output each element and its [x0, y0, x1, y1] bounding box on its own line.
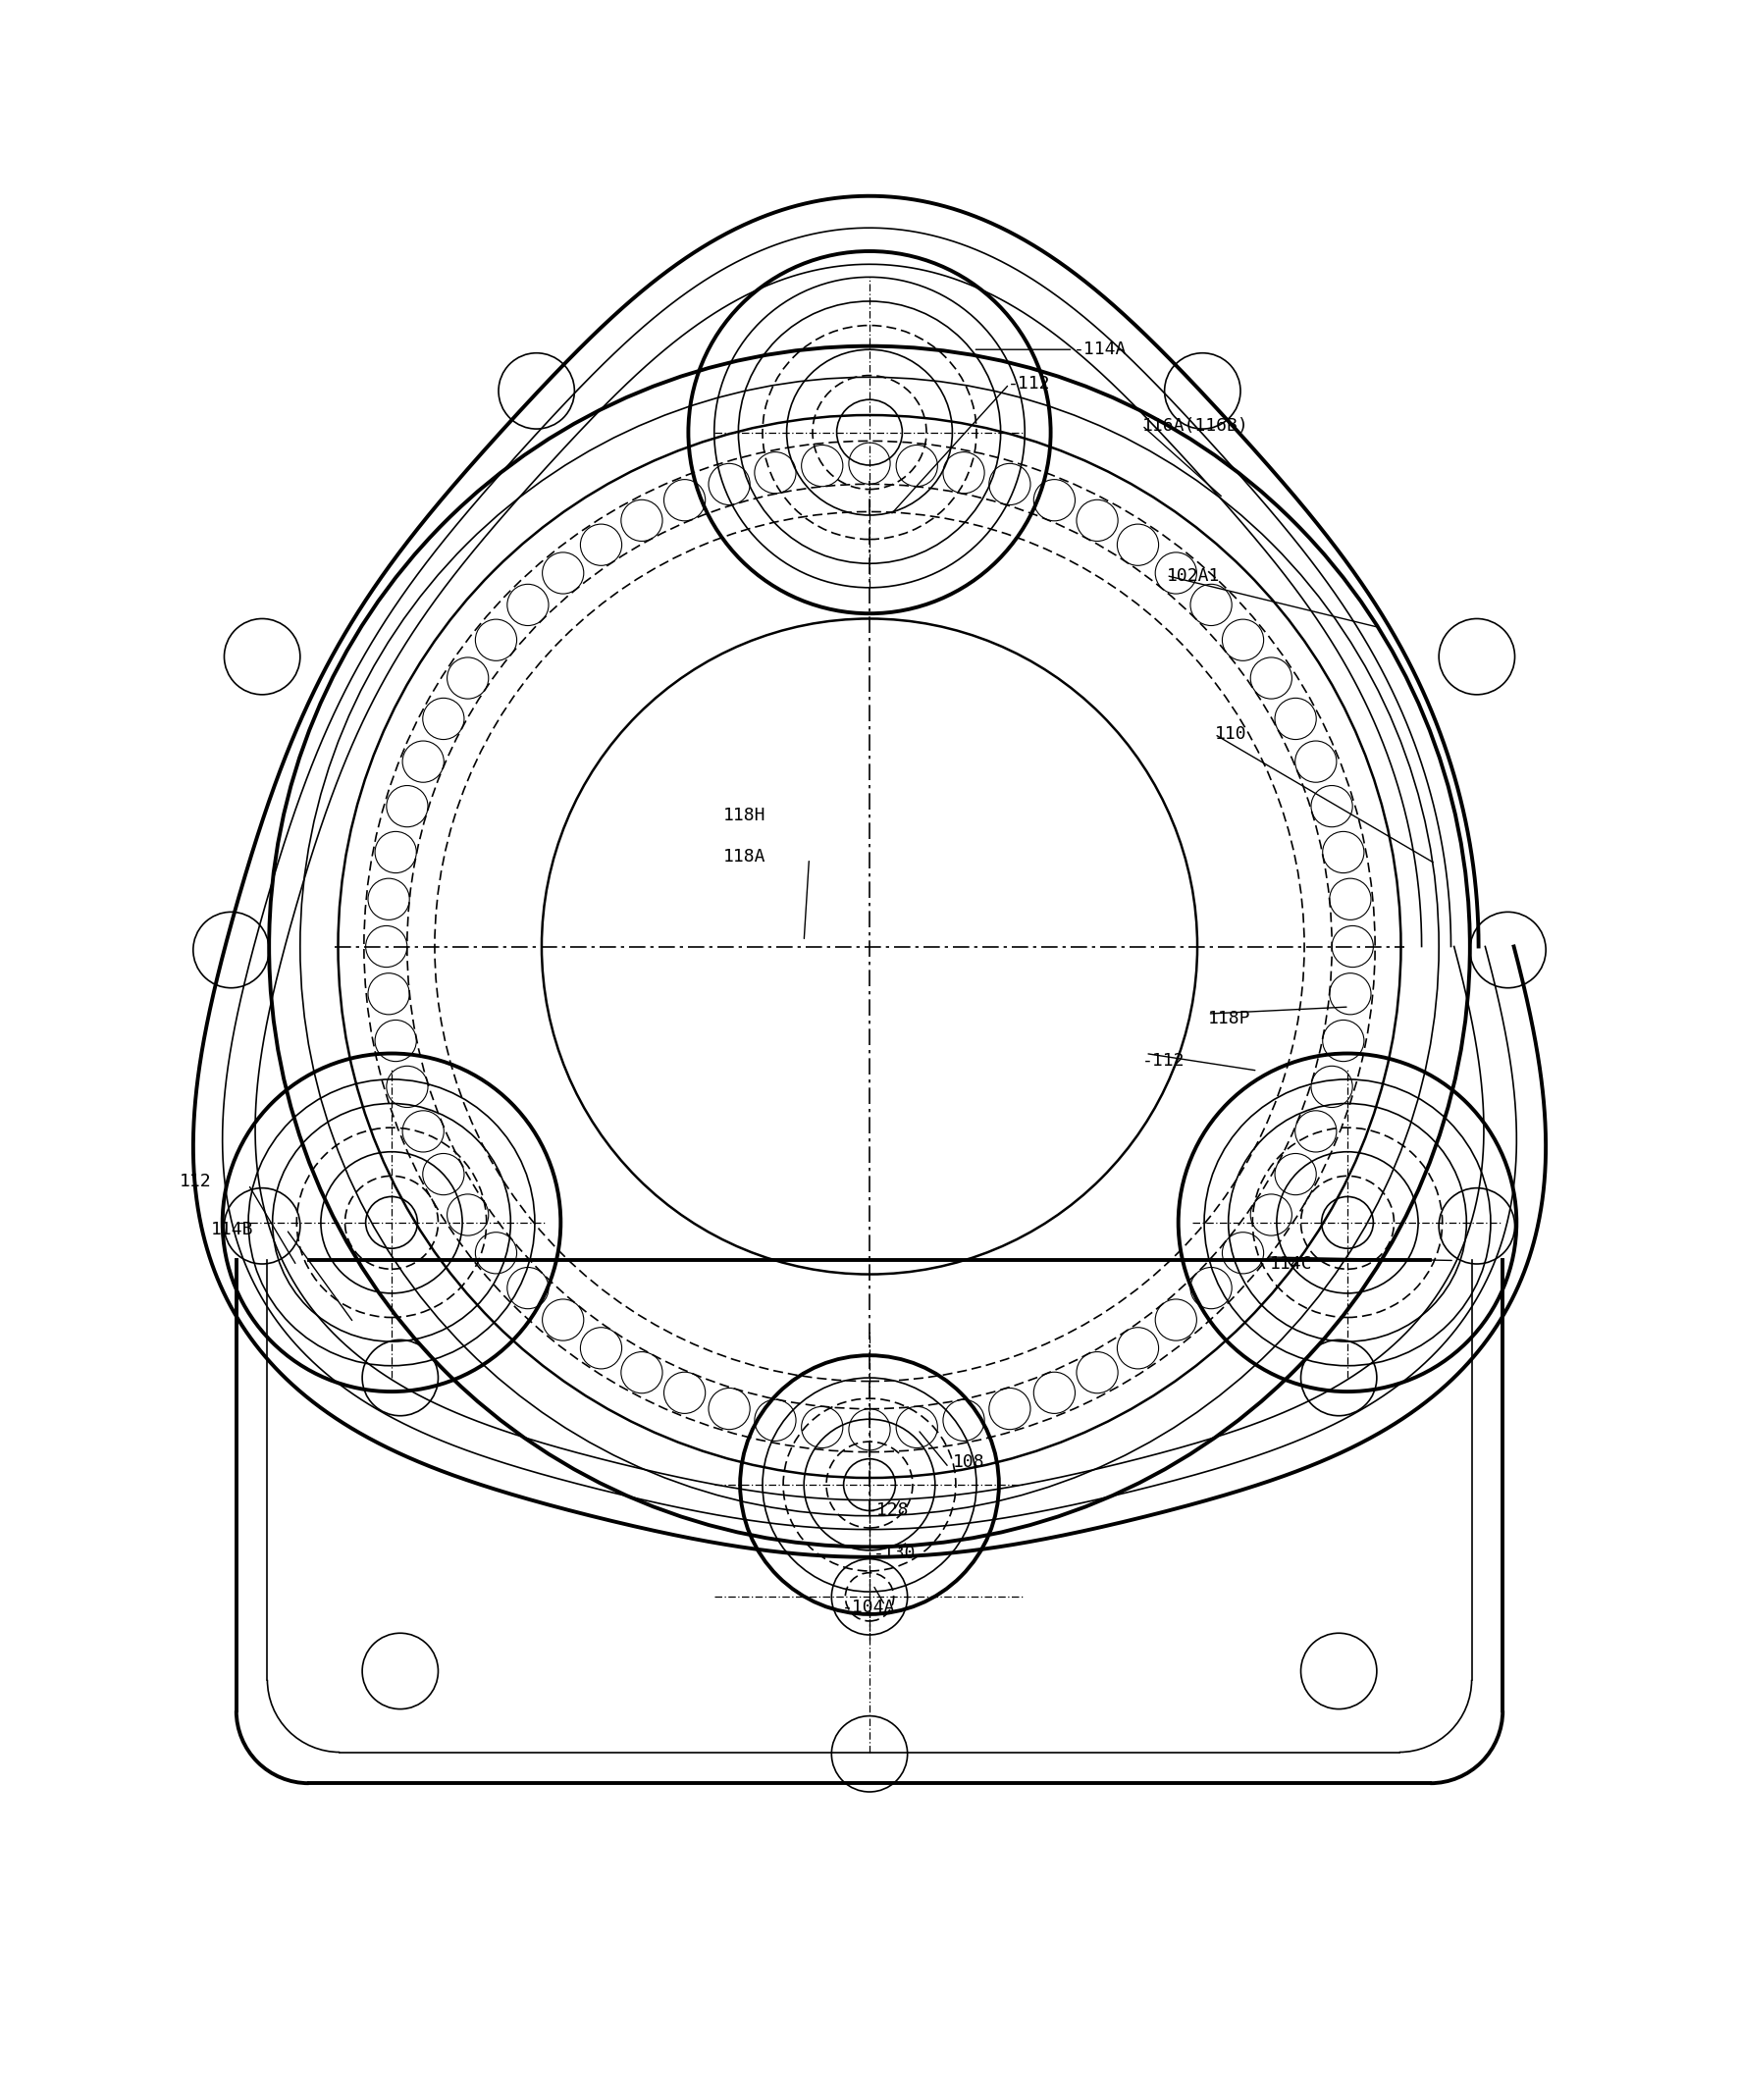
Text: -130: -130	[873, 1546, 916, 1562]
Text: -112: -112	[1143, 1052, 1184, 1069]
Text: 116A(116B): 116A(116B)	[1143, 416, 1249, 435]
Text: 110: 110	[1214, 724, 1247, 743]
Text: -104A: -104A	[842, 1598, 896, 1617]
Text: 118H: 118H	[723, 806, 765, 823]
Text: -128: -128	[866, 1502, 909, 1520]
Text: 112: 112	[179, 1172, 212, 1191]
Text: 108: 108	[953, 1453, 984, 1472]
Text: -112: -112	[1007, 376, 1050, 393]
Text: 118A: 118A	[723, 848, 765, 865]
Text: 102A1: 102A1	[1167, 567, 1219, 584]
Text: 118P: 118P	[1207, 1010, 1250, 1027]
Text: 114B: 114B	[210, 1220, 254, 1239]
Text: -114A: -114A	[1073, 340, 1127, 359]
Text: 114C: 114C	[1269, 1256, 1313, 1273]
